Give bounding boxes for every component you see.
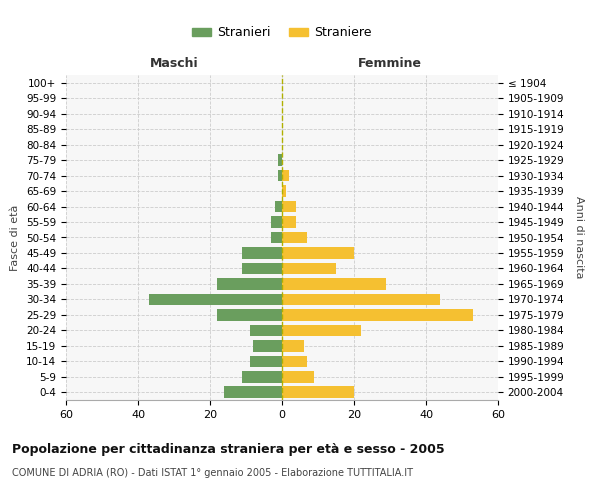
Bar [282,170,289,181]
Text: Maschi: Maschi [149,58,199,70]
Bar [278,170,282,181]
Bar [282,371,314,382]
Bar [282,200,296,212]
Bar [282,340,304,351]
Bar [282,186,286,197]
Bar [250,356,282,367]
Bar [271,216,282,228]
Bar [282,247,354,259]
Bar [224,386,282,398]
Bar [282,324,361,336]
Bar [282,262,336,274]
Bar [282,294,440,305]
Bar [271,232,282,243]
Bar [242,247,282,259]
Bar [242,371,282,382]
Bar [282,232,307,243]
Text: COMUNE DI ADRIA (RO) - Dati ISTAT 1° gennaio 2005 - Elaborazione TUTTITALIA.IT: COMUNE DI ADRIA (RO) - Dati ISTAT 1° gen… [12,468,413,477]
Text: Femmine: Femmine [358,58,422,70]
Bar [282,356,307,367]
Bar [282,278,386,289]
Bar [242,262,282,274]
Bar [275,200,282,212]
Text: Popolazione per cittadinanza straniera per età e sesso - 2005: Popolazione per cittadinanza straniera p… [12,442,445,456]
Bar [278,154,282,166]
Y-axis label: Fasce di età: Fasce di età [10,204,20,270]
Bar [282,216,296,228]
Legend: Stranieri, Straniere: Stranieri, Straniere [187,21,377,44]
Bar [217,309,282,320]
Bar [253,340,282,351]
Bar [282,309,473,320]
Bar [282,386,354,398]
Bar [149,294,282,305]
Bar [250,324,282,336]
Y-axis label: Anni di nascita: Anni di nascita [574,196,584,279]
Bar [217,278,282,289]
